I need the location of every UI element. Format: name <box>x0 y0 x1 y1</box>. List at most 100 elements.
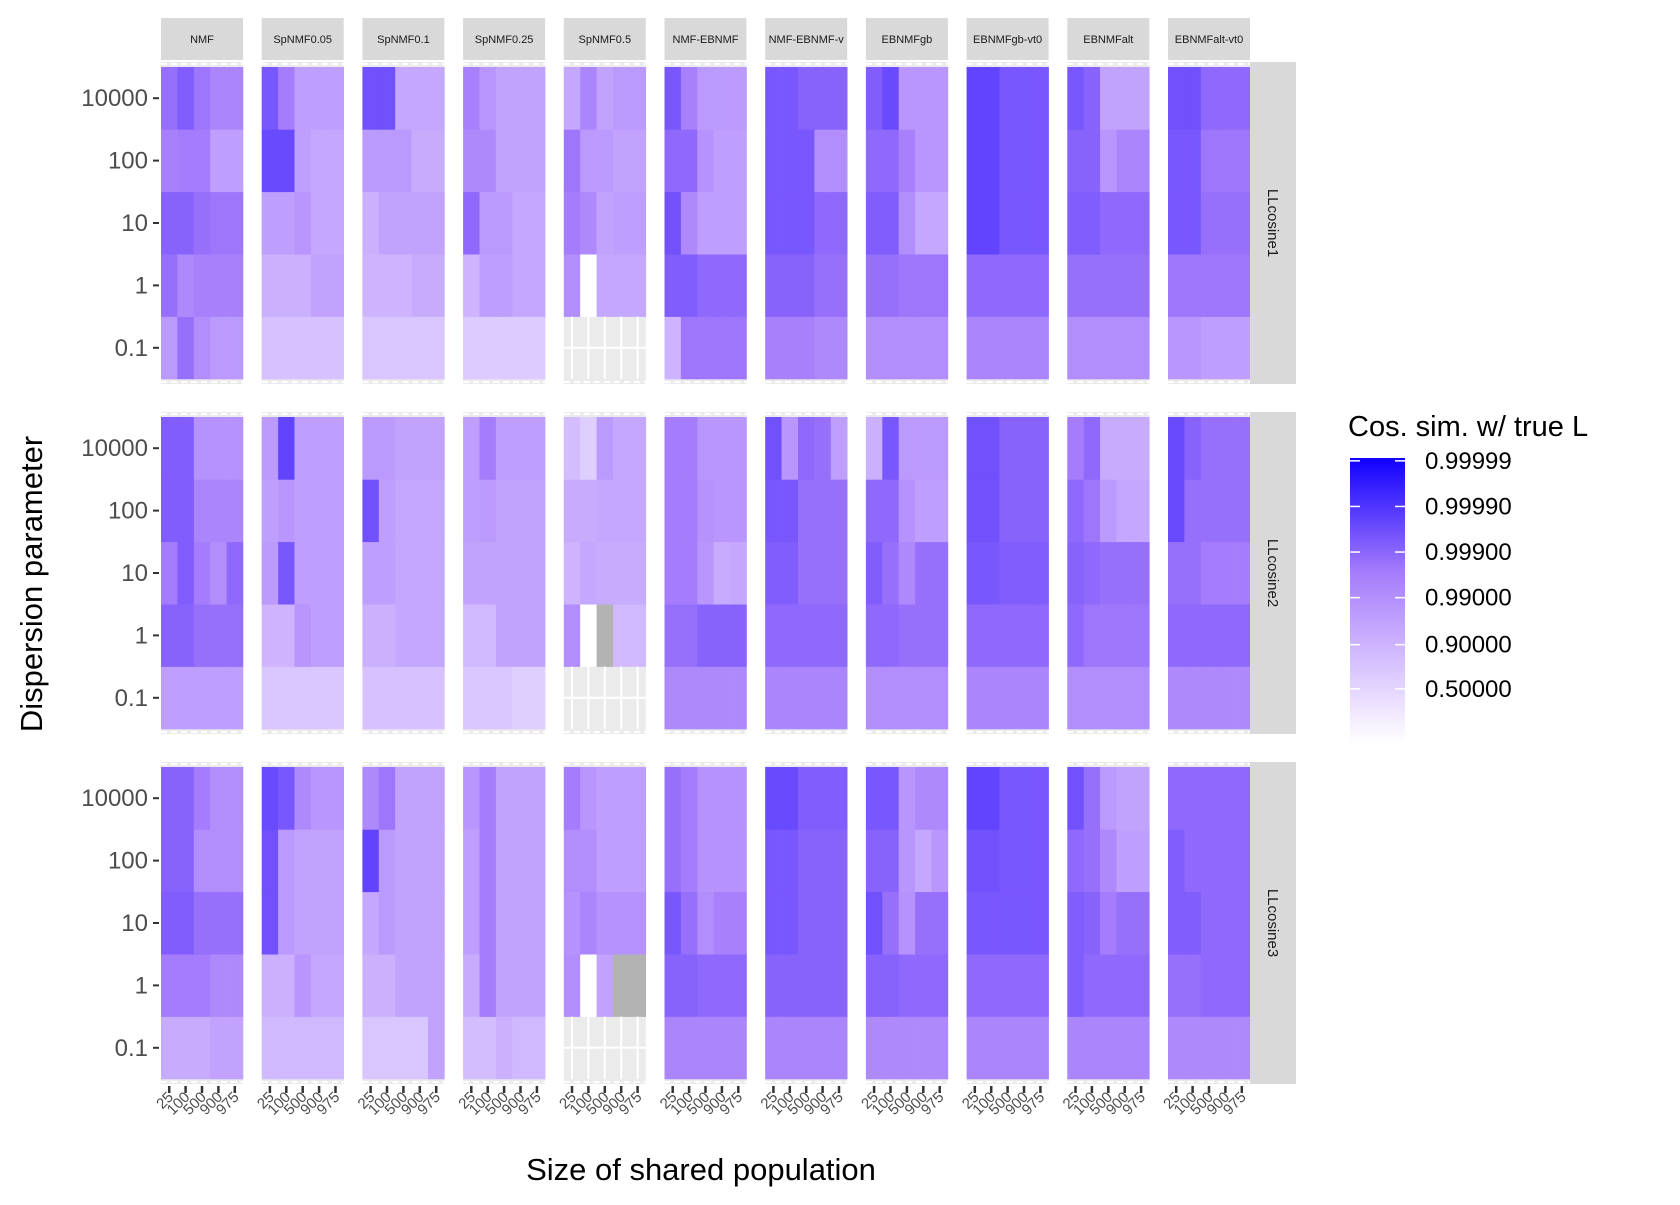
heat-cell <box>1200 479 1218 543</box>
heat-cell <box>629 604 647 667</box>
heat-cell <box>1233 829 1251 893</box>
heat-cell <box>798 316 815 380</box>
heat-cell <box>378 417 396 480</box>
heat-cell <box>495 767 513 830</box>
heat-cell <box>697 954 714 1017</box>
heat-cell <box>563 417 581 480</box>
heat-cell <box>999 417 1017 480</box>
panel-spnmf0-1-llcosine3 <box>362 762 445 1084</box>
heat-cell <box>580 67 597 130</box>
heat-cell <box>294 479 312 543</box>
heat-cell <box>528 1016 546 1080</box>
missing-cell <box>596 604 614 667</box>
legend-colorbar <box>1350 458 1405 743</box>
heat-cell <box>580 191 597 255</box>
column-strip-background <box>1067 18 1150 60</box>
panel-ebnmfalt-llcosine1 <box>1067 62 1150 384</box>
legend-label: 0.99000 <box>1425 585 1512 612</box>
heat-cell <box>512 479 529 543</box>
heat-cell <box>697 254 714 317</box>
heat-cell <box>210 541 227 605</box>
heat-cell <box>310 829 328 893</box>
column-strip-label: SpNMF0.25 <box>475 34 534 46</box>
heat-cell <box>261 316 279 380</box>
heat-cell <box>680 254 698 317</box>
heat-cell <box>428 417 445 480</box>
heat-cell <box>1015 67 1033 130</box>
heat-cell <box>1233 541 1251 605</box>
heat-cell <box>983 191 1000 255</box>
y-axis-title: Dispersion parameter <box>14 436 49 732</box>
missing-cell <box>629 954 647 1017</box>
heat-cell <box>1067 191 1084 255</box>
heat-cell <box>327 479 344 543</box>
heat-cell <box>865 954 883 1017</box>
heat-cell <box>1184 891 1202 955</box>
panel-spnmf0-5-llcosine3 <box>563 762 647 1084</box>
heat-cell <box>798 129 815 193</box>
heat-cell <box>1200 604 1218 667</box>
heat-cell <box>830 541 848 605</box>
heat-cell <box>882 891 899 955</box>
panel-spnmf0-05-llcosine2 <box>261 412 344 734</box>
heat-cell <box>966 67 984 130</box>
heat-cell <box>781 666 799 730</box>
heat-cell <box>1100 541 1117 605</box>
heat-cell <box>1100 479 1117 543</box>
column-strip-background <box>765 18 848 60</box>
heat-cell <box>226 191 244 255</box>
heat-cell <box>294 666 312 730</box>
heat-cell <box>261 954 279 1017</box>
heat-cell <box>428 891 445 955</box>
heat-cell <box>261 129 279 193</box>
heat-cell <box>680 829 698 893</box>
heat-cell <box>931 67 949 130</box>
heat-cell <box>1233 604 1251 667</box>
heat-cell <box>814 767 832 830</box>
column-strip-background <box>1168 18 1250 60</box>
heat-cell <box>765 254 782 317</box>
heat-cell <box>362 541 380 605</box>
heat-cell <box>882 954 899 1017</box>
heat-cell <box>613 604 630 667</box>
heat-cell <box>1233 417 1251 480</box>
heat-cell <box>898 479 916 543</box>
heat-cell <box>1184 129 1202 193</box>
heat-cell <box>1067 129 1084 193</box>
heat-cell <box>479 479 497 543</box>
heat-cell <box>177 954 195 1017</box>
heat-cell <box>495 829 513 893</box>
heat-cell <box>395 316 412 380</box>
heat-cell <box>463 891 480 955</box>
heat-cell <box>210 67 227 130</box>
heat-cell <box>882 417 899 480</box>
heat-cell <box>411 954 429 1017</box>
heat-cell <box>580 767 597 830</box>
heat-cell <box>210 417 227 480</box>
heat-cell <box>713 417 731 480</box>
heat-cell <box>378 316 396 380</box>
column-strip-nmf: NMF <box>161 18 243 60</box>
heat-cell <box>1132 417 1150 480</box>
heat-cell <box>966 829 984 893</box>
heat-cell <box>1217 254 1234 317</box>
heat-cell <box>327 891 344 955</box>
heat-cell <box>512 891 529 955</box>
heat-cell <box>713 191 731 255</box>
heat-cell <box>798 891 815 955</box>
heat-cell <box>1083 479 1101 543</box>
heat-cell <box>999 767 1017 830</box>
heat-cell <box>378 954 396 1017</box>
heat-cell <box>931 541 949 605</box>
heat-cell <box>1083 316 1101 380</box>
heat-cell <box>193 767 211 830</box>
heat-cell <box>596 954 614 1017</box>
heat-cell <box>362 829 380 893</box>
panel-spnmf0-5-llcosine2 <box>563 412 647 734</box>
heat-cell <box>798 541 815 605</box>
heat-cell <box>613 891 630 955</box>
heat-cell <box>278 954 295 1017</box>
heat-cell <box>1032 891 1049 955</box>
heat-cell <box>1116 604 1134 667</box>
heat-cell <box>1217 829 1234 893</box>
